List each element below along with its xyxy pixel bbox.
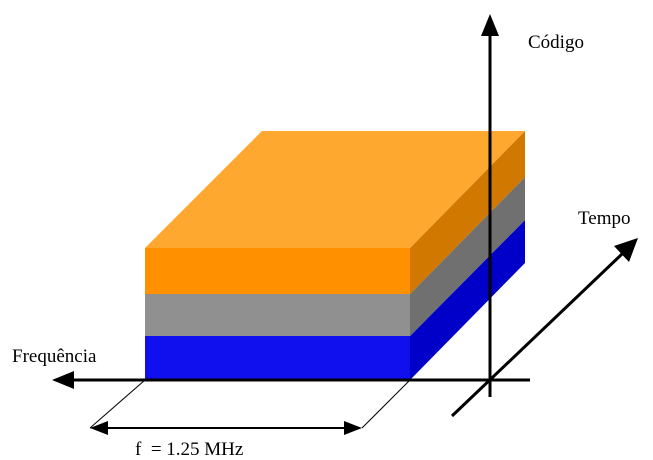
frequency-axis-label: Frequência xyxy=(12,346,97,367)
time-axis-arrowhead xyxy=(614,238,638,262)
blue-layer-side xyxy=(410,220,525,380)
code-axis xyxy=(481,14,499,397)
gray-layer xyxy=(145,177,525,336)
orange-layer-top xyxy=(145,131,525,248)
code-axis-arrowhead xyxy=(481,14,499,36)
gray-layer-front xyxy=(145,294,410,336)
time-axis xyxy=(450,238,638,418)
blue-layer-front xyxy=(145,336,410,380)
gray-layer-side xyxy=(410,177,525,336)
bandwidth-label: f = 1.25 MHz xyxy=(135,439,243,460)
bandwidth-dimension xyxy=(89,379,411,435)
orange-layer-front xyxy=(145,248,410,294)
blue-layer xyxy=(145,220,525,380)
frequency-axis-arrowhead xyxy=(52,371,74,389)
orange-layer xyxy=(145,131,525,294)
orange-layer-side xyxy=(410,131,525,294)
time-axis-label: Tempo xyxy=(578,208,631,229)
frequency-axis xyxy=(52,371,530,389)
bandwidth-arrow-left xyxy=(90,421,108,435)
code-axis-label: Código xyxy=(528,32,584,53)
bandwidth-arrow-right xyxy=(344,421,362,435)
